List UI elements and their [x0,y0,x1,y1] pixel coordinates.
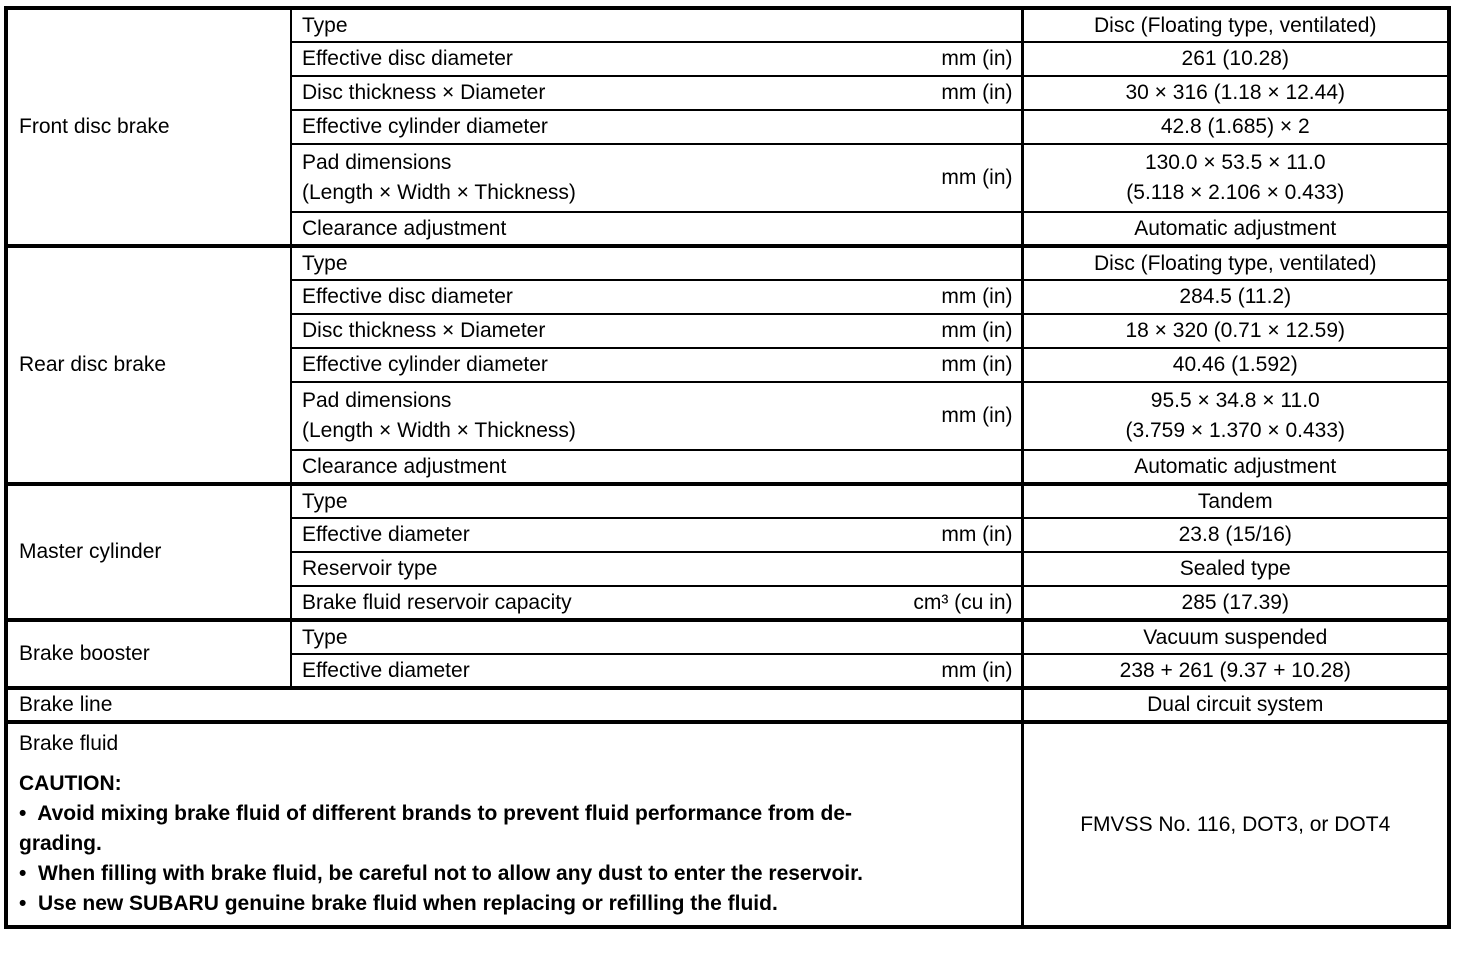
category-master-cylinder: Master cylinder [5,482,292,621]
spec-unit: cm³ (cu in) [913,590,1013,614]
spec-label: Disc thickness × Diameter [302,81,546,105]
spec-value: FMVSS No. 116, DOT3, or DOT4 [1020,720,1450,928]
caution-title: CAUTION: [19,772,122,795]
spec-label: Disc thickness × Diameter [302,319,546,343]
spec-value: 284.5 (11.2) [1020,279,1450,315]
spec-label: Pad dimensions (Length × Width × Thickne… [302,151,576,204]
brake-fluid-label: Brake fluid [19,732,119,755]
table-row: Brake booster Type Vacuum suspended [5,618,1450,689]
spec-unit: mm (in) [941,353,1013,377]
table-row: Pad dimensions (Length × Width × Thickne… [6,381,1450,451]
spec-value: 238 + 261 (9.37 + 10.28) [1020,653,1450,689]
spec-label: Brake fluid reservoir capacity [302,590,572,614]
table-row: Effective cylinder diameter mm (in) 40.46… [6,347,1450,383]
brake-fluid-cell: Brake fluid CAUTION: • Avoid mixing brak… [5,720,1023,928]
table-row: Effective disc diameter mm (in) 284.5 (11… [6,279,1450,315]
spec-label: Clearance adjustment [302,454,507,478]
spec-label: Type [302,13,348,37]
spec-value: 42.8 (1.685) × 2 [1020,109,1450,145]
spec-label: Pad dimensions (Length × Width × Thickne… [302,389,576,442]
brake-specifications-table: Front disc brake Type Disc (Floating typ… [4,6,1451,929]
spec-value: Vacuum suspended [1020,618,1450,655]
spec-value: Automatic adjustment [1020,211,1450,247]
spec-value: 285 (17.39) [1020,585,1450,621]
table-row: Brake fluid CAUTION: • Avoid mixing brak… [5,720,1450,928]
caution-bullet: • Avoid mixing brake fluid of different … [19,802,853,855]
spec-unit: mm (in) [941,319,1013,343]
category-front-disc-brake: Front disc brake [5,7,292,247]
table-row: Effective diameter mm (in) 238 + 261 (9.3… [6,653,1450,689]
spec-value: 95.5 × 34.8 × 11.0 (3.759 × 1.370 × 0.43… [1020,381,1450,451]
spec-value: 18 × 320 (0.71 × 12.59) [1020,313,1450,349]
table-row: Effective disc diameter mm (in) 261 (10.2… [6,41,1450,77]
table-row: Pad dimensions (Length × Width × Thickne… [6,143,1450,213]
spec-value: Tandem [1020,482,1450,519]
table-row: Brake fluid reservoir capacity cm³ (cu in… [6,585,1450,621]
table-row: Master cylinder Type Tandem [5,482,1450,621]
caution-bullet: • Use new SUBARU genuine brake fluid whe… [19,892,778,915]
spec-label: Effective diameter [302,658,470,682]
table-row: Clearance adjustment Automatic adjustmen… [6,211,1450,247]
spec-label: Type [302,251,348,275]
spec-value: Sealed type [1020,551,1450,587]
table-row: Reservoir type Sealed type [6,551,1450,587]
spec-unit: mm (in) [941,404,1013,428]
category-brake-booster: Brake booster [5,618,292,689]
spec-unit: mm (in) [941,47,1013,71]
spec-value: 261 (10.28) [1020,41,1450,77]
table-row: Disc thickness × Diameter mm (in) 30 × 31… [6,75,1450,111]
spec-value: 40.46 (1.592) [1020,347,1450,383]
spec-label: Reservoir type [302,557,438,581]
table-row: Effective diameter mm (in) 23.8 (15/16) [6,517,1450,553]
spec-label: Effective disc diameter [302,47,513,71]
spec-unit: mm (in) [941,658,1013,682]
category-brake-line: Brake line [5,686,1023,723]
spec-value: 130.0 × 53.5 × 11.0 (5.118 × 2.106 × 0.4… [1020,143,1450,213]
table-row: Front disc brake Type Disc (Floating typ… [5,7,1450,247]
spec-label: Effective cylinder diameter [302,115,548,139]
spec-value: Disc (Floating type, ventilated) [1020,7,1450,43]
spec-label: Type [302,489,348,513]
spec-value: Dual circuit system [1020,686,1450,723]
spec-value: 30 × 316 (1.18 × 12.44) [1020,75,1450,111]
table-row: Clearance adjustment Automatic adjustmen… [6,449,1450,485]
table-row: Brake line Dual circuit system [5,686,1450,723]
table-row: Disc thickness × Diameter mm (in) 18 × 32… [6,313,1450,349]
table-row: Rear disc brake Type Disc (Floating type… [5,244,1450,485]
spec-value: 23.8 (15/16) [1020,517,1450,553]
spec-label: Effective cylinder diameter [302,353,548,377]
spec-label: Type [302,625,348,649]
spec-unit: mm (in) [941,523,1013,547]
spec-value: Disc (Floating type, ventilated) [1020,244,1450,281]
spec-label: Effective disc diameter [302,285,513,309]
spec-label: Clearance adjustment [302,216,507,240]
table-row: Effective cylinder diameter 42.8 (1.685)… [6,109,1450,145]
spec-label: Effective diameter [302,523,470,547]
spec-unit: mm (in) [941,166,1013,190]
caution-bullet: • When filling with brake fluid, be care… [19,862,863,885]
spec-unit: mm (in) [941,285,1013,309]
spec-value: Automatic adjustment [1020,449,1450,485]
spec-unit: mm (in) [941,81,1013,105]
category-rear-disc-brake: Rear disc brake [5,244,292,485]
